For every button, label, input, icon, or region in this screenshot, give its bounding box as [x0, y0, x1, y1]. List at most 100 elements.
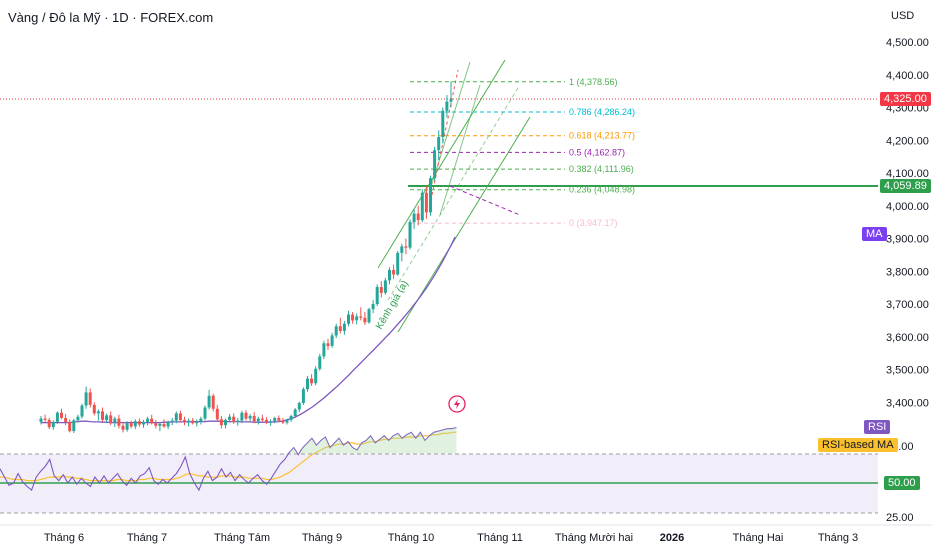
candle-body — [445, 101, 449, 111]
candle-body — [158, 423, 162, 426]
candle-body — [383, 280, 387, 293]
candle-body — [355, 316, 359, 321]
fib-trend-line — [449, 185, 521, 216]
candle-body — [92, 404, 96, 414]
price-tick-label: 4,000.00 — [886, 201, 929, 213]
candle-body — [96, 411, 100, 414]
ma-badge[interactable]: MA — [862, 227, 887, 241]
rsi-25-label: 25.00 — [886, 512, 914, 524]
rsi-mid-badge[interactable]: 50.00 — [884, 476, 920, 490]
candle-body — [174, 413, 178, 421]
candle-body — [113, 418, 117, 424]
candle-body — [162, 423, 166, 427]
rsi-overbought-fill — [289, 427, 457, 455]
candle-body — [338, 326, 342, 331]
candle-body — [117, 418, 121, 426]
candle-body — [252, 416, 256, 422]
candle-body — [203, 407, 207, 419]
candle-body — [215, 408, 219, 420]
price-tick-label: 4,100.00 — [886, 168, 929, 180]
channel-inner-lower — [439, 84, 481, 216]
candle-body — [170, 420, 174, 422]
candle-body — [219, 419, 223, 426]
time-tick-label: Tháng 10 — [388, 532, 434, 544]
candlesticks — [39, 81, 453, 433]
candle-body — [273, 418, 277, 422]
candle-body — [88, 392, 92, 405]
rsi-ma-line — [0, 431, 457, 482]
candle-body — [388, 269, 391, 281]
candle-body — [314, 368, 318, 384]
candle-body — [178, 413, 182, 420]
candle-body — [441, 110, 445, 137]
time-tick-label: Tháng Mười hai — [555, 532, 633, 544]
candle-body — [76, 416, 80, 421]
channel-upper — [377, 59, 506, 269]
support-level-badge[interactable]: 4,059.89 — [880, 179, 931, 193]
candle-body — [281, 420, 285, 423]
candle-body — [224, 419, 227, 426]
channel-mid — [387, 87, 519, 301]
price-tick-label: 3,800.00 — [886, 266, 929, 278]
last-price-badge[interactable]: 4,325.00 — [880, 92, 931, 106]
candle-body — [433, 150, 437, 179]
candle-body — [449, 99, 453, 102]
candle-body — [301, 389, 305, 403]
candle-body — [207, 395, 211, 408]
candle-body — [109, 415, 113, 424]
channel-inner-upper — [429, 61, 471, 191]
time-tick-label: Tháng 9 — [302, 532, 342, 544]
candle-body — [125, 423, 129, 430]
candle-body — [84, 392, 88, 406]
candle-body — [121, 425, 125, 430]
moving-average — [41, 236, 456, 424]
candle-body — [211, 395, 215, 409]
candle-body — [51, 421, 55, 428]
time-axis[interactable]: Tháng 6 Tháng 7 Tháng Tám Tháng 9 Tháng 10 Th… — [44, 532, 858, 544]
time-tick-label: Tháng 3 — [818, 532, 858, 544]
candle-body — [359, 316, 363, 318]
rsi-badge[interactable]: RSI — [864, 420, 891, 434]
rsi-ma-badge[interactable]: RSI-based MA — [818, 438, 898, 452]
price-tick-label: 4,500.00 — [886, 37, 929, 49]
price-tick-label: 4,400.00 — [886, 70, 929, 82]
candle-body — [260, 418, 264, 420]
fib-level-label: 0.618 (4,213.77) — [569, 131, 635, 141]
candle-body — [55, 412, 59, 422]
chart-title: Vàng / Đô la Mỹ · 1D · FOREX.com — [8, 10, 214, 25]
price-tick-label: 3,900.00 — [886, 234, 929, 246]
lightning-icon[interactable] — [448, 395, 466, 413]
candle-body — [347, 314, 350, 324]
candle-body — [60, 412, 63, 418]
candle-body — [310, 378, 314, 384]
candle-body — [396, 252, 400, 275]
candle-body — [289, 416, 293, 420]
candle-body — [228, 416, 232, 420]
candle-body — [408, 222, 412, 248]
time-tick-label: Tháng 11 — [477, 532, 523, 544]
currency-label: USD — [891, 10, 915, 22]
ma-line — [41, 236, 456, 424]
candle-body — [146, 418, 150, 422]
candle-body — [371, 304, 375, 310]
candle-body — [330, 335, 334, 346]
candle-body — [80, 405, 84, 417]
fibonacci-retracement[interactable]: 1 (4,378.56) 0.786 (4,286.24) 0.618 (4,213… — [410, 77, 635, 228]
rsi-indicator — [0, 426, 457, 492]
candle-body — [129, 423, 133, 427]
time-tick-label: 2026 — [660, 532, 684, 544]
candle-body — [293, 409, 297, 416]
rsi-line — [0, 426, 457, 492]
candle-body — [47, 419, 51, 428]
fib-level-label: 0.236 (4,048.98) — [569, 185, 635, 195]
time-tick-label: Tháng Hai — [733, 532, 784, 544]
candle-body — [133, 421, 137, 427]
time-tick-label: Tháng 6 — [44, 532, 84, 544]
candle-body — [297, 402, 301, 410]
candle-body — [318, 356, 322, 369]
fib-level-label: 0.786 (4,286.24) — [569, 107, 635, 117]
candle-body — [351, 314, 355, 321]
candle-body — [420, 192, 424, 221]
candle-body — [392, 269, 396, 275]
